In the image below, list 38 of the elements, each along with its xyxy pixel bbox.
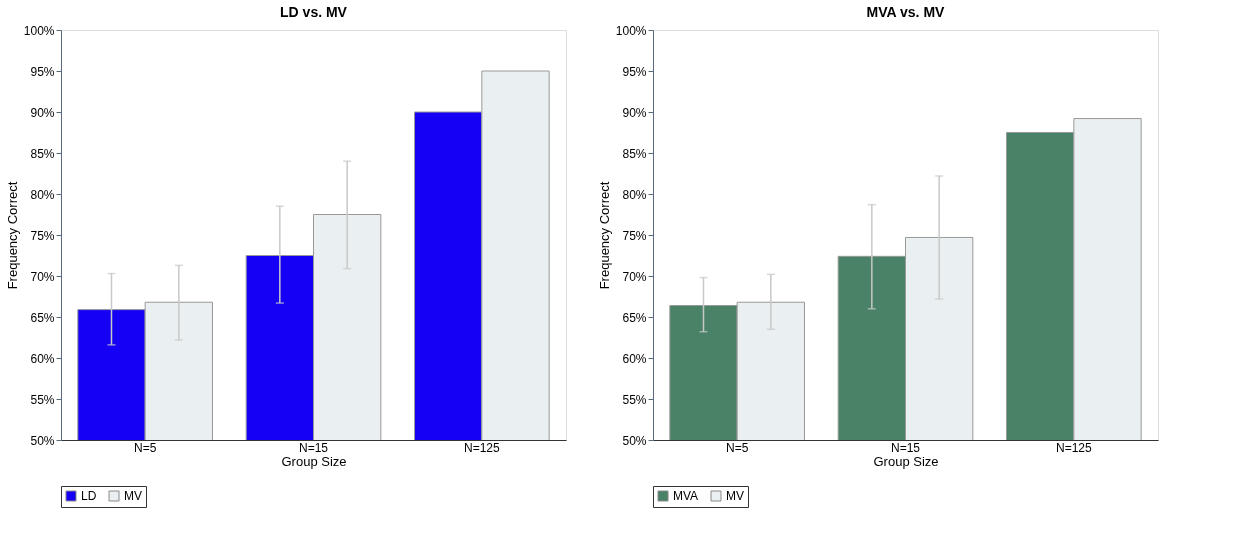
x-tick-label: N=125 [1055,440,1092,455]
y-tick-label: 70% [622,269,647,284]
x-tick-label: N=15 [890,440,921,455]
y-axis-title: Frequency Correct [596,181,612,290]
y-tick-label: 90% [30,105,55,120]
chart-title: MVA vs. MV [866,4,946,20]
y-tick-label: 60% [30,351,55,366]
legend-label: LD [81,489,97,503]
x-axis-title: Group Size [873,453,939,469]
y-tick-label: 50% [622,433,647,448]
legend-label: MVA [673,489,699,503]
y-tick-label: 95% [30,64,55,79]
y-tick-label: 55% [30,392,55,407]
x-axis-title: Group Size [281,453,347,469]
y-tick-label: 65% [30,310,55,325]
x-tick-label: N=125 [463,440,500,455]
y-tick-label: 100% [615,23,647,38]
legend-label: MV [726,489,744,503]
x-tick-label: N=15 [298,440,329,455]
y-tick-label: 55% [622,392,647,407]
x-tick-label: N=5 [725,440,749,455]
y-axis-title: Frequency Correct [4,181,20,290]
y-tick-label: 100% [23,23,55,38]
y-tick-label: 95% [622,64,647,79]
y-tick-label: 85% [622,146,647,161]
legend-label: MV [124,489,142,503]
y-tick-label: 60% [622,351,647,366]
y-tick-label: 90% [622,105,647,120]
x-tick-label: N=5 [133,440,157,455]
y-tick-label: 80% [30,187,55,202]
y-tick-label: 70% [30,269,55,284]
y-tick-label: 80% [622,187,647,202]
y-tick-label: 85% [30,146,55,161]
y-tick-label: 75% [30,228,55,243]
y-tick-label: 50% [30,433,55,448]
chart-title: LD vs. MV [280,4,348,20]
y-tick-label: 75% [622,228,647,243]
y-tick-label: 65% [622,310,647,325]
